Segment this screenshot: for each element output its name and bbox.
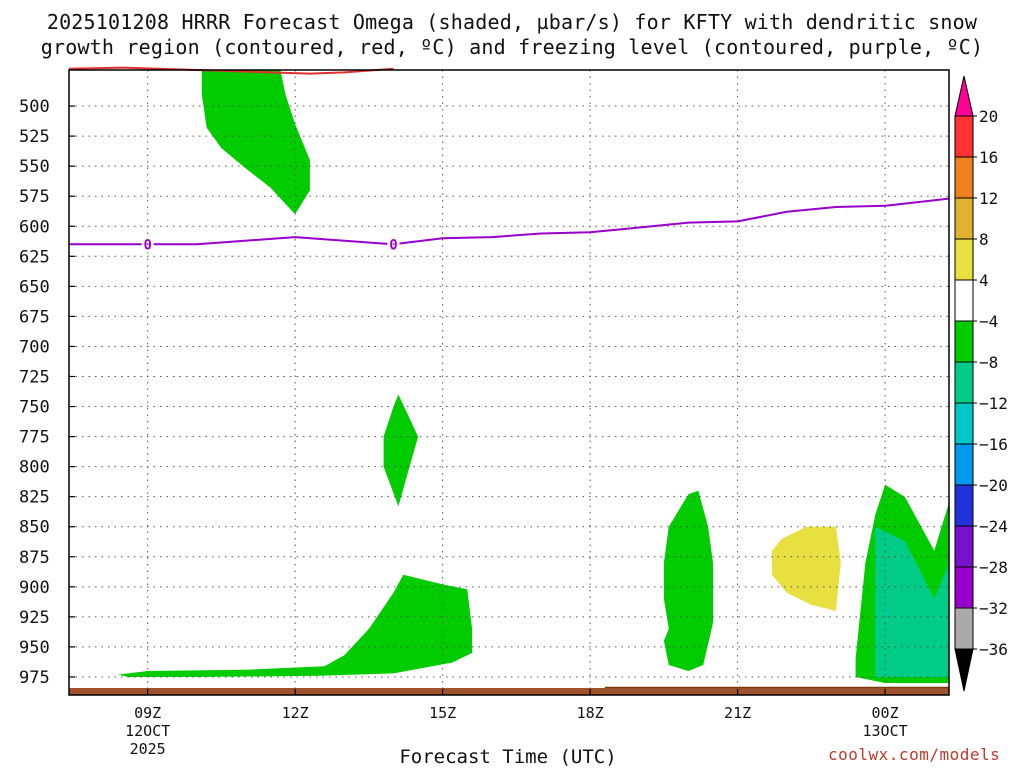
omega-region-6 [875,526,949,677]
colorbar-swatch [954,156,974,199]
colorbar-label: 8 [979,230,989,249]
y-tick-label: 925 [19,608,50,628]
omega-region-3 [118,574,473,677]
y-tick-label: 600 [19,217,50,237]
colorbar-swatch [954,443,974,486]
omega-shading-layer [118,70,949,683]
colorbar-swatch [954,115,974,158]
colorbar-label: −36 [979,640,1008,659]
y-tick-label: 575 [19,187,50,207]
x-axis-label: Forecast Time (UTC) [399,746,617,768]
y-tick-label: 550 [19,157,50,177]
freezing-label-bg [387,236,400,253]
y-tick-label: 825 [19,488,50,508]
terrain-strip [69,688,949,695]
y-tick-label: 500 [19,97,50,117]
y-tick-label: 775 [19,428,50,448]
y-tick-label: 675 [19,307,50,327]
y-axis-ticks: 500 525 550 575 600 625 650 675 700 725 750 775 800 8… [19,97,75,688]
freezing-level-line [69,197,950,246]
omega-region-2 [383,394,419,507]
chart-title-line-1: 2025101208 HRRR Forecast Omega (shaded, … [46,10,978,34]
x-tick-label: 09Z [134,704,161,722]
y-tick-label: 975 [19,668,50,688]
colorbar-label: −24 [979,517,1008,536]
colorbar: 20 16 12 8 4 −4 −8 −12 −16 −20 −24 −28 −32 −36 [954,75,1008,692]
colorbar-label: −16 [979,435,1008,454]
x-tick-label: 21Z [724,704,751,722]
plot-frame [68,69,950,696]
colorbar-swatch [954,484,974,527]
colorbar-swatch [954,402,974,445]
x-tick-label: 15Z [429,704,456,722]
colorbar-top-arrow [954,75,974,117]
colorbar-swatch [954,607,974,650]
colorbar-label: 12 [979,189,998,208]
colorbar-swatch [954,197,974,240]
y-tick-label: 700 [19,337,50,357]
colorbar-label: −4 [979,312,998,331]
x-tick-year: 2025 [130,740,166,758]
y-tick-label: 800 [19,458,50,478]
x-tick-label: 18Z [577,704,604,722]
y-tick-label: 750 [19,398,50,418]
x-tick-date: 13OCT [863,722,908,740]
freezing-level-label: 0 [143,237,151,253]
colorbar-label: 16 [979,148,998,167]
colorbar-swatch [954,566,974,609]
y-tick-label: 625 [19,247,50,267]
colorbar-swatch [954,525,974,568]
omega-region-8 [885,608,888,617]
y-tick-label: 950 [19,638,50,658]
colorbar-label: −32 [979,599,1008,618]
colorbar-swatch [954,320,974,363]
x-tick-date: 12OCT [125,722,170,740]
colorbar-label: −8 [979,353,998,372]
freezing-level-label: 0 [389,237,397,253]
credit-link[interactable]: coolwx.com/models [828,745,1001,764]
colorbar-swatch [954,279,974,322]
freezing-label-bg [141,236,154,253]
ground-layer [69,686,949,695]
y-tick-label: 900 [19,578,50,598]
dgz-contour [68,66,394,75]
y-tick-label: 725 [19,367,50,387]
colorbar-swatch [954,238,974,281]
omega-region-4 [663,490,713,671]
omega-region-1 [201,70,310,215]
colorbar-label: −28 [979,558,1008,577]
y-tick-label: 525 [19,127,50,147]
colorbar-bottom-arrow [954,648,974,692]
colorbar-label: −12 [979,394,1008,413]
grid-layer [69,70,949,695]
x-tick-label: 12Z [282,704,309,722]
y-tick-label: 650 [19,277,50,297]
colorbar-label: 20 [979,107,998,126]
y-tick-label: 850 [19,518,50,538]
chart-title-line-2: growth region (contoured, red, ºC) and f… [40,35,984,59]
colorbar-label: 4 [979,271,989,290]
colorbar-label: −20 [979,476,1008,495]
omega-region-7 [772,526,841,611]
y-tick-label: 875 [19,548,50,568]
x-tick-label: 00Z [872,704,899,722]
colorbar-swatch [954,361,974,404]
